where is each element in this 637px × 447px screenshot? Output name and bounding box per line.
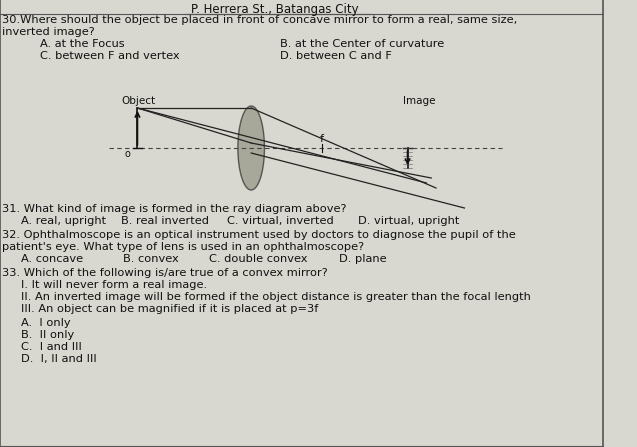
Text: II. An inverted image will be formed if the object distance is greater than the : II. An inverted image will be formed if … [21,292,531,302]
Text: Image: Image [403,96,435,106]
Text: A. concave: A. concave [21,254,83,264]
Text: C.  I and III: C. I and III [21,342,82,352]
Text: D.  I, II and III: D. I, II and III [21,354,97,364]
Text: C. between F and vertex: C. between F and vertex [39,51,180,61]
Text: III. An object can be magnified if it is placed at p=3f: III. An object can be magnified if it is… [21,304,318,314]
Text: A.  I only: A. I only [21,318,71,328]
Text: A. at the Focus: A. at the Focus [39,39,124,49]
Text: o: o [124,149,130,159]
Text: D. virtual, upright: D. virtual, upright [358,216,460,226]
Text: A. real, upright: A. real, upright [21,216,106,226]
Text: patient's eye. What type of lens is used in an ophthalmoscope?: patient's eye. What type of lens is used… [2,242,364,252]
Text: B. convex: B. convex [123,254,179,264]
Text: 31. What kind of image is formed in the ray diagram above?: 31. What kind of image is formed in the … [2,204,347,214]
Text: B.  II only: B. II only [21,330,74,340]
Text: P. Herrera St., Batangas City: P. Herrera St., Batangas City [191,3,359,16]
Polygon shape [238,106,264,190]
Text: D. between C and F: D. between C and F [280,51,392,61]
Text: 30.Where should the object be placed in front of concave mirror to form a real, : 30.Where should the object be placed in … [2,15,517,25]
Text: f: f [319,134,324,144]
Text: D. plane: D. plane [340,254,387,264]
Text: Object: Object [121,96,155,106]
Text: 33. Which of the following is/are true of a convex mirror?: 33. Which of the following is/are true o… [2,268,327,278]
Text: C. virtual, inverted: C. virtual, inverted [227,216,334,226]
Text: inverted image?: inverted image? [2,27,95,37]
Text: B. real inverted: B. real inverted [121,216,210,226]
Text: C. double convex: C. double convex [208,254,307,264]
Text: 32. Ophthalmoscope is an optical instrument used by doctors to diagnose the pupi: 32. Ophthalmoscope is an optical instrum… [2,230,515,240]
Text: B. at the Center of curvature: B. at the Center of curvature [280,39,444,49]
Text: I. It will never form a real image.: I. It will never form a real image. [21,280,207,290]
